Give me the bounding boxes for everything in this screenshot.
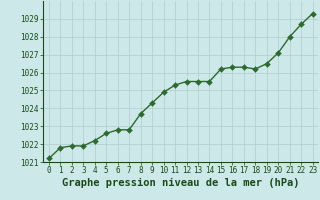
- X-axis label: Graphe pression niveau de la mer (hPa): Graphe pression niveau de la mer (hPa): [62, 178, 300, 188]
